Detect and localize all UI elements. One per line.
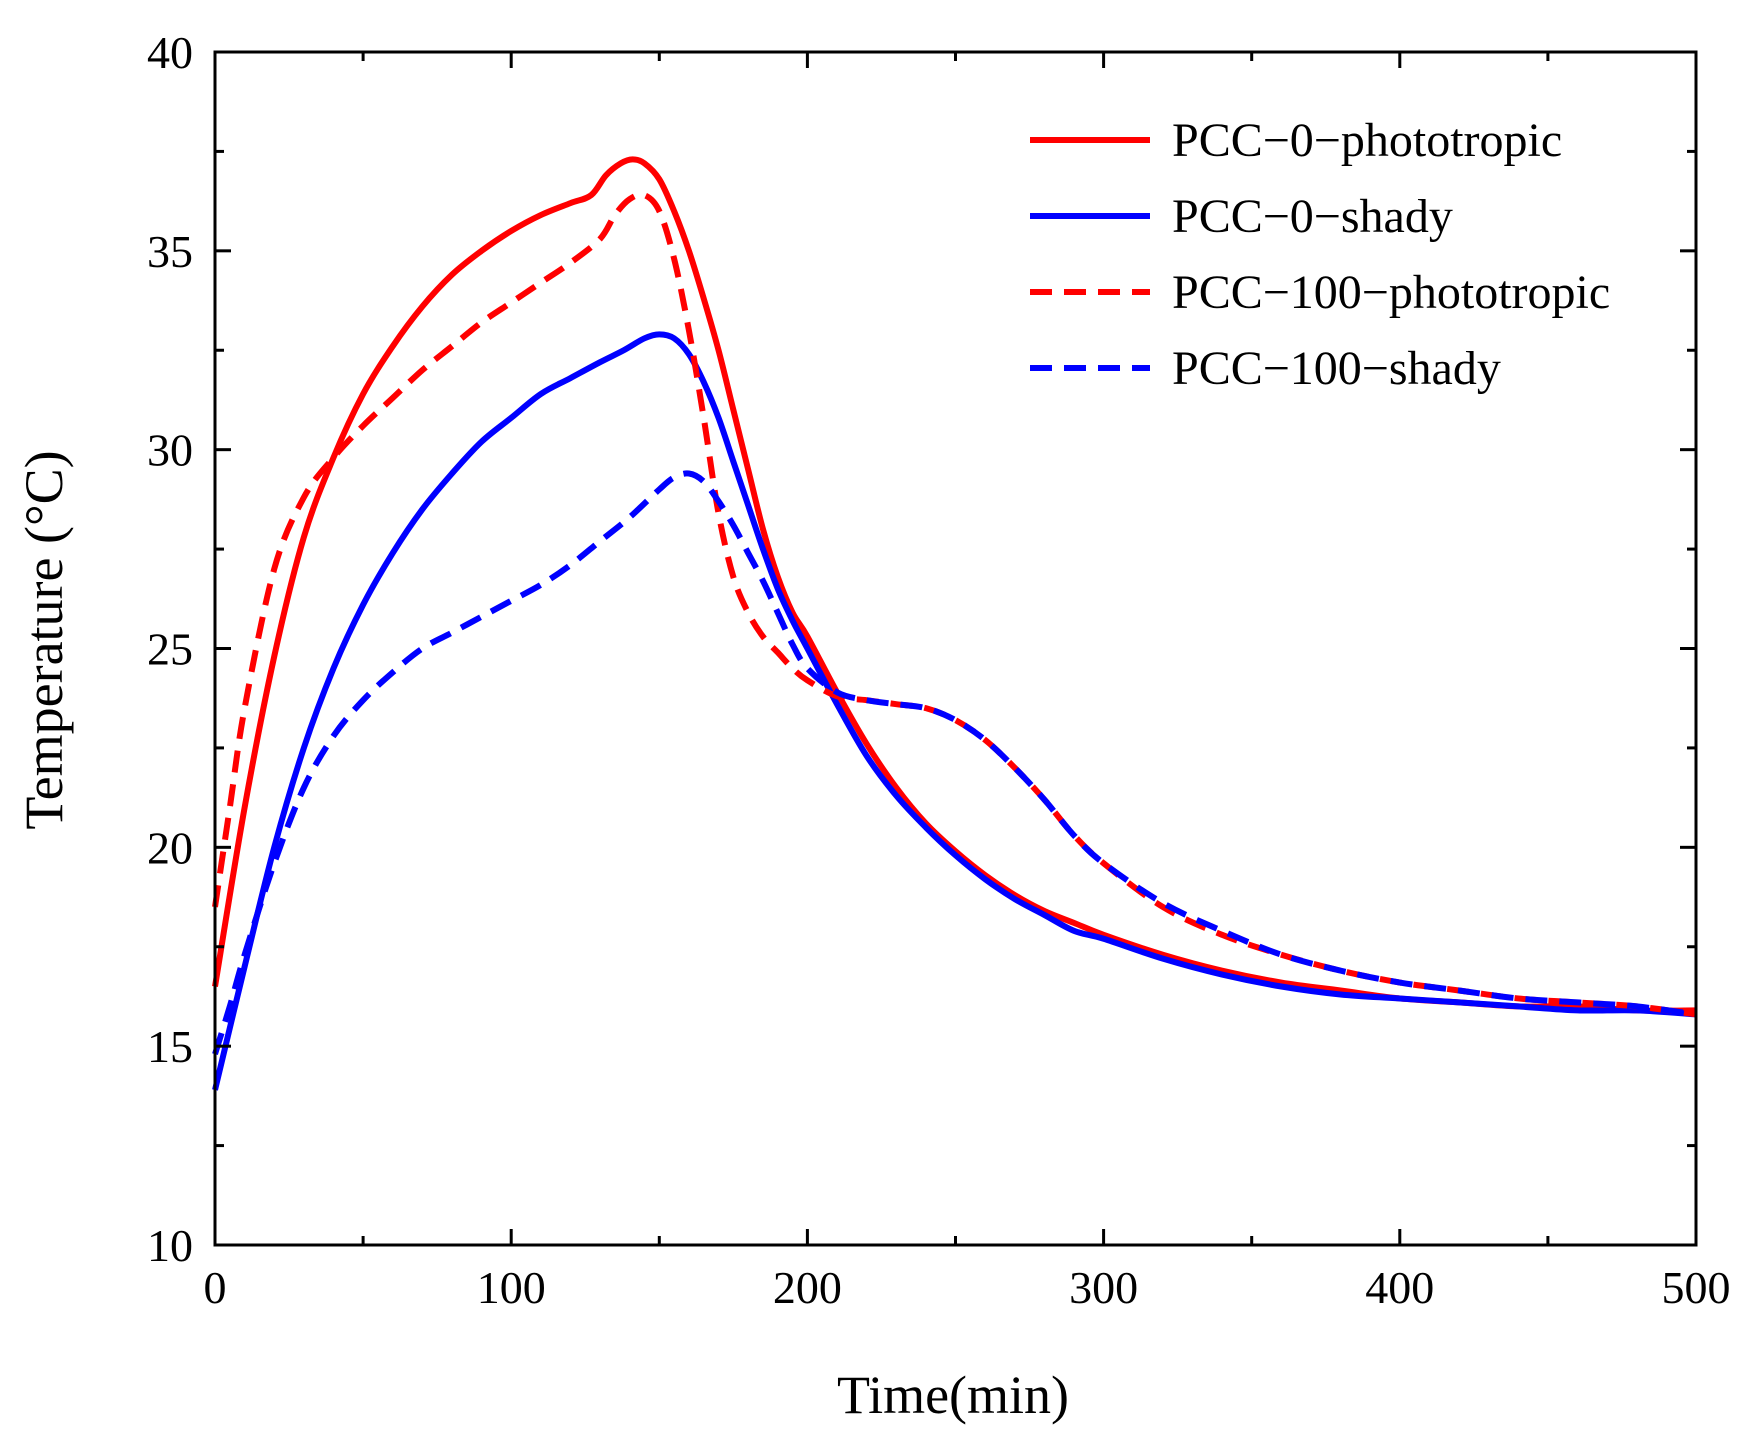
y-tick-label: 20 [147,822,193,873]
y-tick-label: 40 [147,27,193,78]
x-tick-label: 400 [1365,1262,1434,1313]
legend-label-pcc-0-phototropic: PCC−0−phototropic [1172,114,1562,167]
x-tick-label: 100 [477,1262,546,1313]
x-tick-label: 300 [1069,1262,1138,1313]
y-axis-title: Temperature (°C) [14,450,74,829]
y-tick-label: 30 [147,425,193,476]
series-line-pcc-100-phototropic [212,191,1697,1018]
legend: PCC−0−phototropic PCC−0−shady PCC−100−phot… [1030,114,1610,395]
y-tick-label: 15 [147,1021,193,1072]
y-tick-label: 10 [147,1220,193,1271]
x-tick-label: 500 [1662,1262,1731,1313]
legend-label-pcc-100-shady: PCC−100−shady [1172,342,1501,395]
series-line-pcc-0-shady [212,331,1697,1091]
legend-label-pcc-0-shady: PCC−0−shady [1172,190,1453,243]
y-tick-label: 35 [147,226,193,277]
x-tick-label: 200 [773,1262,842,1313]
legend-label-pcc-100-phototropic: PCC−100−phototropic [1172,266,1610,319]
x-axis-title: Time(min) [837,1365,1069,1425]
series-line-pcc-100-shady [212,470,1697,1056]
series-line-pcc-0-phototropic [212,156,1697,1014]
axis-ticks: 0 100 200 300 400 500 10 15 20 25 30 35 40 [147,27,1731,1313]
series-layer [212,156,1697,1091]
x-tick-label: 0 [204,1262,227,1313]
y-tick-label: 25 [147,624,193,675]
